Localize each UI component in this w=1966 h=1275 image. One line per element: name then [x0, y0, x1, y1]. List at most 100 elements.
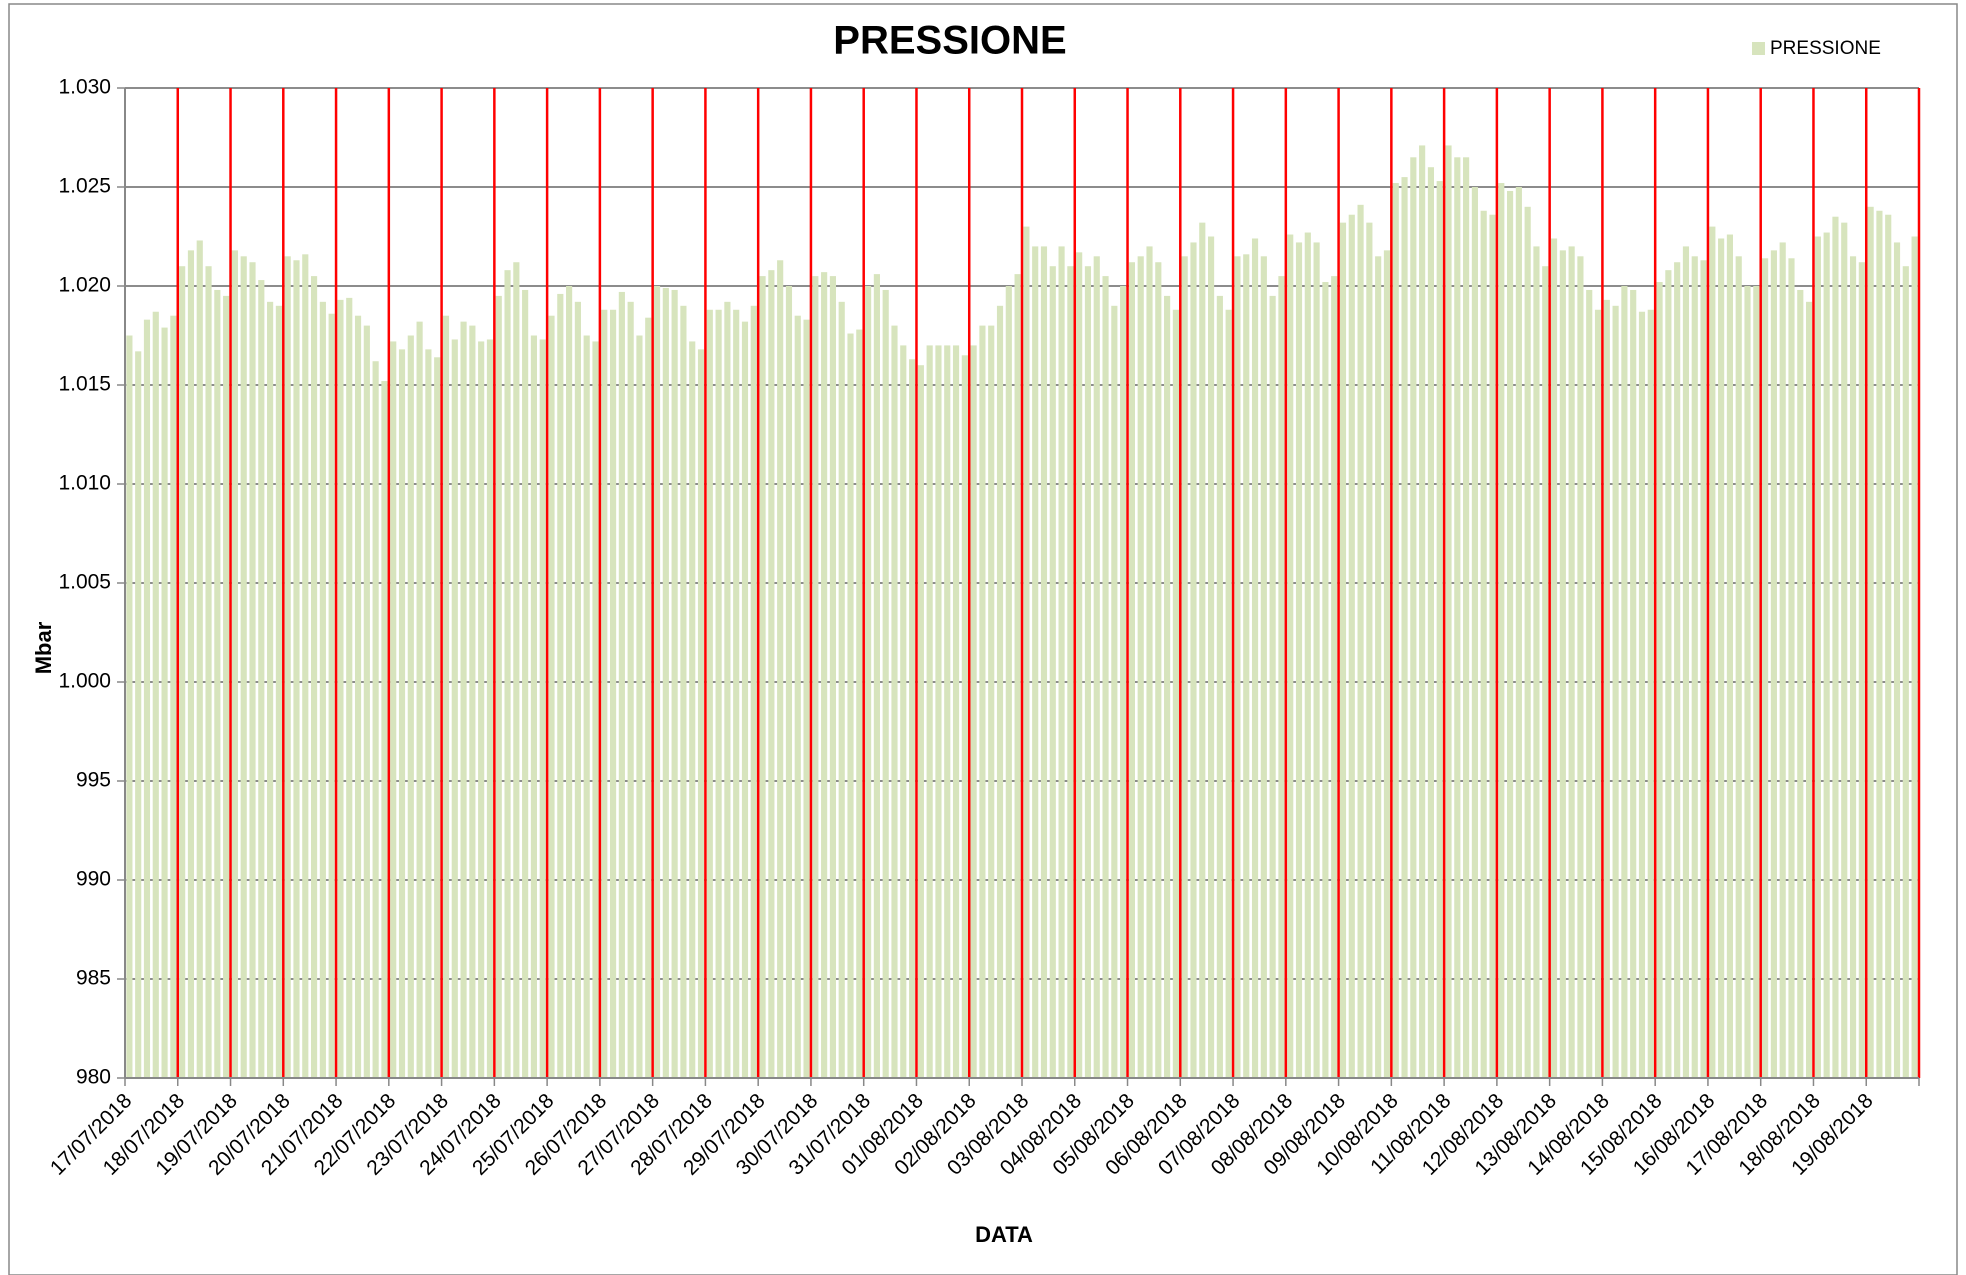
bar — [812, 276, 819, 1079]
bar — [187, 250, 195, 1079]
bar — [1102, 276, 1109, 1079]
bar — [908, 359, 916, 1078]
bar — [1445, 145, 1452, 1079]
bar — [1471, 187, 1478, 1078]
y-tick-label: 995 — [76, 769, 111, 792]
bar — [768, 270, 775, 1078]
bar — [1762, 258, 1769, 1078]
bar — [566, 286, 573, 1078]
bar — [434, 357, 441, 1078]
bar — [1172, 309, 1179, 1078]
bar — [1480, 210, 1487, 1078]
chart-title: PRESSIONE — [833, 19, 1066, 63]
bar — [1093, 256, 1100, 1078]
bar — [302, 254, 309, 1078]
bar — [258, 280, 265, 1078]
bar — [1753, 286, 1760, 1078]
bar — [1348, 214, 1355, 1079]
bar — [1005, 286, 1012, 1078]
legend-label: PRESSIONE — [1770, 38, 1881, 59]
bar — [574, 301, 581, 1079]
bar — [996, 305, 1004, 1078]
bar — [1832, 216, 1839, 1078]
bar — [328, 313, 335, 1079]
bar — [539, 339, 546, 1079]
bar — [1322, 282, 1329, 1078]
bar — [838, 301, 845, 1079]
bar — [1278, 276, 1285, 1079]
bar — [1867, 206, 1874, 1079]
bar — [1392, 183, 1399, 1079]
bar — [478, 341, 485, 1078]
bar — [381, 381, 388, 1078]
bar — [1814, 236, 1821, 1078]
bar — [715, 309, 722, 1078]
bar — [803, 319, 810, 1078]
bar — [724, 301, 731, 1079]
bar — [1823, 232, 1830, 1079]
bar — [697, 349, 705, 1078]
bar — [1594, 309, 1602, 1078]
y-tick-label: 990 — [76, 868, 111, 891]
bar — [1040, 246, 1048, 1078]
bar — [293, 260, 300, 1078]
y-tick-label: 1.025 — [58, 175, 111, 198]
bar — [284, 256, 291, 1078]
bar — [1120, 286, 1127, 1078]
bar — [1304, 232, 1311, 1079]
bar — [1788, 258, 1795, 1078]
bar — [873, 274, 880, 1078]
bar — [1199, 222, 1206, 1078]
bar — [1049, 266, 1056, 1078]
bar — [1269, 295, 1276, 1078]
bar — [1419, 145, 1426, 1079]
bar — [451, 339, 458, 1079]
y-tick-label: 1.030 — [58, 76, 111, 99]
bar — [1190, 242, 1197, 1078]
bar — [601, 309, 608, 1078]
bar — [1295, 242, 1303, 1078]
bar — [1216, 295, 1223, 1078]
bar — [952, 345, 960, 1078]
bar — [1568, 246, 1575, 1078]
bar — [900, 345, 907, 1078]
bar — [1023, 226, 1030, 1079]
bar — [214, 289, 221, 1079]
bar — [794, 315, 801, 1078]
bar — [1709, 226, 1716, 1079]
bar — [645, 317, 652, 1078]
bar — [390, 341, 397, 1078]
bar — [1146, 246, 1153, 1078]
bar — [1357, 204, 1364, 1078]
bar — [1735, 256, 1742, 1078]
bar — [1084, 266, 1092, 1078]
y-tick-label: 1.020 — [58, 274, 111, 297]
bar — [170, 315, 177, 1078]
bar — [609, 309, 617, 1078]
bar — [1586, 289, 1593, 1079]
bar — [1067, 266, 1074, 1078]
bar — [627, 301, 634, 1079]
bar — [1647, 309, 1654, 1078]
bar — [231, 250, 239, 1079]
bar — [1603, 299, 1610, 1078]
x-axis-label: DATA — [975, 1222, 1033, 1247]
bar — [1665, 270, 1672, 1078]
bar — [1383, 250, 1391, 1079]
bar — [495, 295, 502, 1078]
y-tick-label: 1.005 — [58, 571, 111, 594]
bar — [1805, 301, 1813, 1079]
bar — [1858, 262, 1865, 1078]
bar — [583, 335, 590, 1078]
bar — [882, 289, 889, 1079]
bar — [275, 305, 282, 1078]
bar — [161, 327, 168, 1079]
bar — [1550, 238, 1558, 1079]
bar — [1876, 210, 1883, 1078]
y-tick-label: 1.000 — [58, 670, 111, 693]
bar — [653, 286, 661, 1078]
bar — [821, 272, 828, 1078]
bar — [126, 335, 133, 1078]
bar — [1674, 262, 1681, 1078]
bar — [1234, 256, 1241, 1078]
